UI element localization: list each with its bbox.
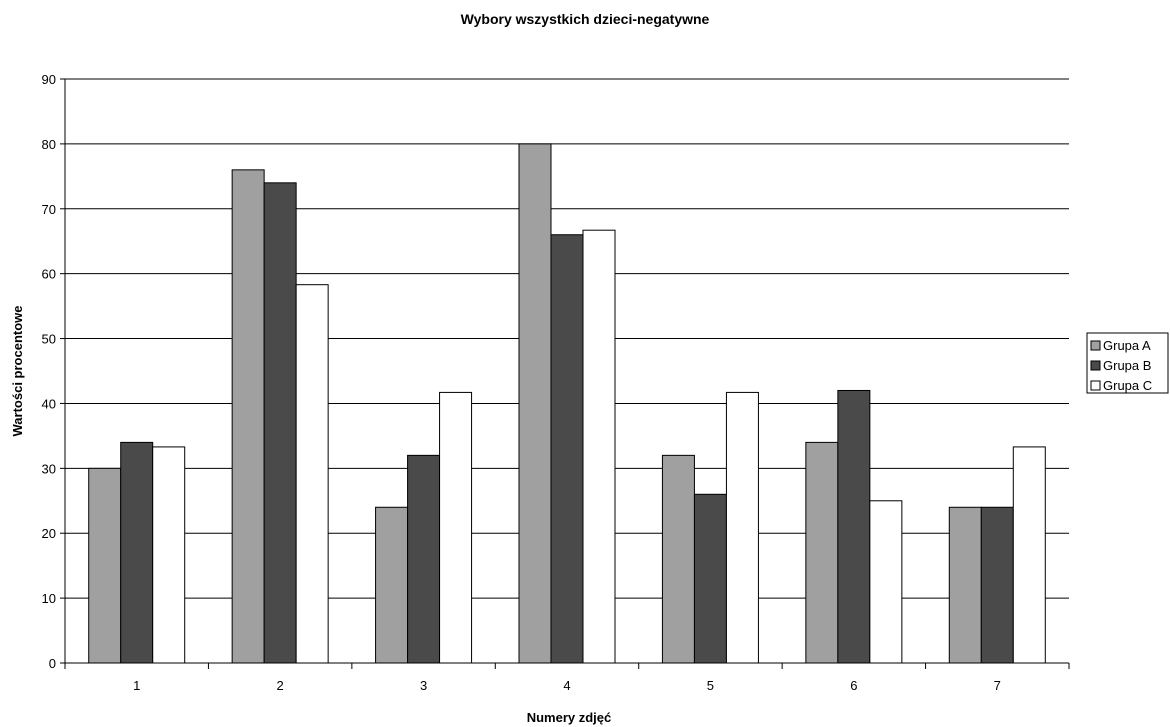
x-tick-label: 7	[994, 678, 1001, 693]
x-tick-label: 6	[850, 678, 857, 693]
x-tick-labels: 1 2 3 4 5 6 7	[133, 678, 1001, 693]
y-tick-label: 20	[42, 526, 56, 541]
bar-grupa-b-3	[407, 454, 441, 664]
y-tick-label: 60	[42, 267, 56, 282]
y-tick-label: 50	[42, 332, 56, 347]
bar-grupa-a-1	[88, 467, 122, 664]
bar-grupa-c-3	[439, 391, 473, 664]
bar-grupa-c-5	[725, 391, 759, 664]
y-tick-label: 80	[42, 137, 56, 152]
bar-grupa-b-4	[550, 234, 584, 664]
x-axis-label: Numery zdjęć	[527, 710, 612, 725]
legend-label: Grupa C	[1103, 378, 1152, 393]
bar-grupa-a-5	[661, 454, 695, 664]
legend: Grupa A Grupa B Grupa C	[1086, 332, 1169, 394]
bar-grupa-a-6	[805, 441, 839, 664]
x-tick-label: 2	[277, 678, 284, 693]
legend-swatch	[1090, 340, 1101, 351]
legend-label: Grupa B	[1103, 358, 1151, 373]
x-tick-label: 5	[707, 678, 714, 693]
bars	[88, 143, 1046, 664]
y-tick-label: 40	[42, 396, 56, 411]
x-tick-label: 4	[563, 678, 570, 693]
x-tick-label: 3	[420, 678, 427, 693]
bar-grupa-b-7	[980, 506, 1014, 664]
y-tick-label: 10	[42, 591, 56, 606]
y-tick-label: 0	[49, 656, 56, 671]
x-tick-label: 1	[133, 678, 140, 693]
y-tick-labels: 0 10 20 30 40 50 60 70 80 90	[42, 72, 56, 671]
bar-grupa-a-2	[231, 169, 265, 664]
bar-grupa-b-6	[837, 389, 871, 664]
bar-grupa-b-5	[693, 493, 727, 664]
bar-grupa-a-3	[375, 506, 409, 664]
bar-grupa-b-1	[120, 441, 154, 664]
bar-grupa-c-6	[869, 500, 903, 664]
y-tick-label: 70	[42, 202, 56, 217]
legend-swatch	[1090, 360, 1101, 371]
bar-grupa-a-7	[948, 506, 982, 664]
bar-grupa-c-7	[1012, 446, 1046, 664]
legend-label: Grupa A	[1103, 338, 1151, 353]
axes	[60, 78, 1070, 669]
bar-grupa-c-1	[152, 446, 186, 664]
bar-grupa-b-2	[263, 182, 297, 664]
legend-swatch	[1090, 380, 1101, 391]
chart-title: Wybory wszystkich dzieci-negatywne	[461, 11, 710, 27]
y-axis-label: Wartości procentowe	[10, 306, 25, 437]
bar-grupa-a-4	[518, 143, 552, 664]
y-tick-label: 90	[42, 72, 56, 87]
bar-grupa-c-2	[295, 284, 329, 664]
y-tick-label: 30	[42, 461, 56, 476]
bar-grupa-c-4	[582, 229, 616, 664]
